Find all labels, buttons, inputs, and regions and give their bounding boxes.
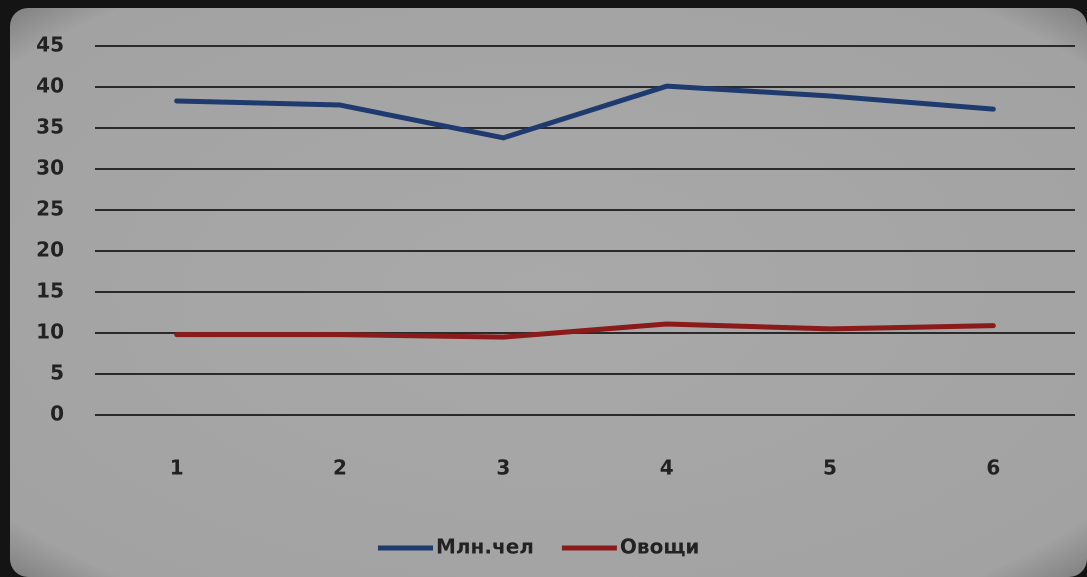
series-line <box>174 321 996 340</box>
x-tick-label: 4 <box>660 456 674 480</box>
y-tick-label: 25 <box>36 197 64 221</box>
y-tick-label: 30 <box>36 156 64 180</box>
y-tick-label: 10 <box>36 320 64 344</box>
x-tick-label: 6 <box>986 456 1000 480</box>
y-tick-label: 35 <box>36 115 64 139</box>
series-line <box>174 83 996 141</box>
x-tick-label: 5 <box>823 456 837 480</box>
y-tick-label: 0 <box>50 402 64 426</box>
legend-label: Овощи <box>620 535 700 559</box>
y-tick-label: 5 <box>50 361 64 385</box>
y-tick-label: 45 <box>36 33 64 57</box>
y-tick-label: 20 <box>36 238 64 262</box>
y-tick-label: 40 <box>36 74 64 98</box>
x-tick-label: 1 <box>170 456 184 480</box>
y-tick-label: 15 <box>36 279 64 303</box>
legend-label: Млн.чел <box>436 535 534 559</box>
x-tick-label: 2 <box>333 456 347 480</box>
x-tick-label: 3 <box>496 456 510 480</box>
